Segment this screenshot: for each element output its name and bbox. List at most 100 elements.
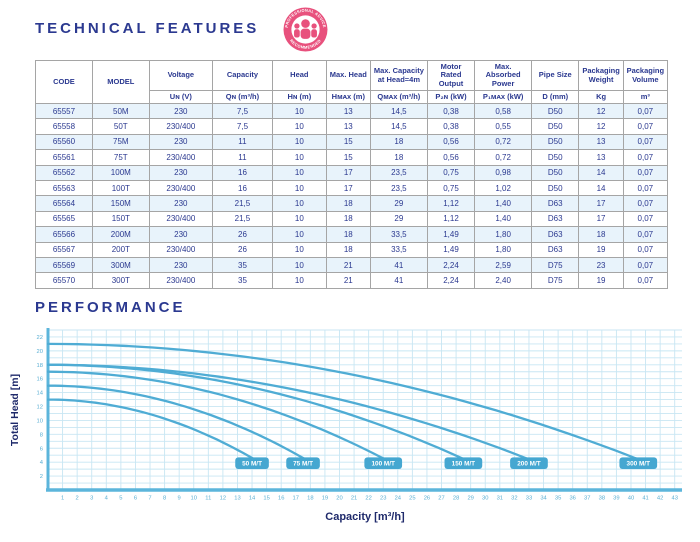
table-cell: 11 (211, 149, 273, 166)
table-cell: 10 (271, 256, 327, 274)
table-row: 65558 50T 230/400 7,5 10 13 14,5 0,38 0,55 D50 12 0… (35, 118, 669, 135)
pump-curve-75-m/t (46, 384, 312, 464)
unit-pipe-size: D (mm) (531, 90, 580, 104)
unit-voltage: Uɴ (V) (148, 90, 213, 104)
table-cell: D50 (531, 149, 580, 166)
table-cell: 0,38 (426, 118, 476, 135)
table-cell: 0,07 (622, 210, 669, 228)
curve-label-text: 150 M/T (452, 461, 476, 468)
svg-text:4: 4 (40, 460, 44, 466)
table-cell: 65567 (35, 241, 93, 258)
svg-text:23: 23 (380, 496, 386, 502)
table-cell: 1,02 (474, 179, 533, 197)
table-cell: 65561 (35, 149, 93, 166)
table-cell: 0,75 (426, 179, 476, 197)
col-header-code: CODE (35, 60, 93, 104)
svg-text:39: 39 (613, 496, 619, 502)
table-cell: 50M (91, 102, 150, 120)
col-header-max-capacity: Max. Capacity at Head=4m (369, 60, 428, 91)
table-cell: 19 (578, 272, 624, 289)
svg-text:8: 8 (40, 432, 43, 438)
col-header-voltage: Voltage (148, 60, 213, 91)
table-cell: 0,07 (622, 256, 669, 274)
table-cell: 7,5 (211, 102, 273, 120)
svg-text:14: 14 (37, 391, 44, 397)
table-cell: 0,56 (426, 149, 476, 166)
svg-text:33: 33 (526, 496, 532, 502)
table-cell: 65569 (35, 256, 93, 274)
svg-text:22: 22 (37, 335, 43, 341)
table-cell: D50 (531, 164, 580, 181)
svg-text:35: 35 (555, 496, 561, 502)
table-cell: 65565 (35, 210, 93, 228)
table-cell: 230/400 (148, 118, 213, 135)
table-cell: 1,12 (426, 210, 476, 228)
table-cell: 150T (91, 210, 150, 228)
table-cell: 0,07 (622, 149, 669, 166)
table-cell: 41 (369, 272, 428, 289)
technical-features-table: CODE MODEL Voltage Capacity Head Max. He… (35, 60, 669, 289)
table-row: 65565 150T 230/400 21,5 10 18 29 1,12 1,40 D63 17 0… (35, 210, 669, 228)
table-cell: D50 (531, 118, 580, 135)
table-cell: 15 (325, 149, 371, 166)
table-cell: 0,72 (474, 133, 533, 151)
svg-text:7: 7 (148, 496, 151, 502)
table-cell: 2,24 (426, 256, 476, 274)
table-cell: 18 (325, 210, 371, 228)
svg-text:18: 18 (37, 363, 43, 369)
pump-curve-300-m/t (46, 342, 647, 464)
table-cell: 65564 (35, 195, 93, 212)
table-cell: 230 (148, 195, 213, 212)
table-cell: D63 (531, 195, 580, 212)
table-cell: 2,24 (426, 272, 476, 289)
table-cell: 1,49 (426, 226, 476, 243)
table-row: 65557 50M 230 7,5 10 13 14,5 0,38 0,58 D50 12 0,07 (35, 102, 669, 120)
table-cell: 33,5 (369, 241, 428, 258)
performance-chart: 1 2 3 4 5 6 7 8 9 10 11 12 13 14 15 16 17 18 19 20 21 22 23 24 2… (5, 322, 697, 540)
table-cell: 1,80 (474, 226, 533, 243)
table-cell: D50 (531, 102, 580, 120)
table-row: 65562 100M 230 16 10 17 23,5 0,75 0,98 D50 14 0,07 (35, 164, 669, 181)
pump-curve-200-m/t (46, 363, 538, 464)
table-cell: 35 (211, 272, 273, 289)
table-cell: 15 (325, 133, 371, 151)
table-cell: 7,5 (211, 118, 273, 135)
table-row: 65570 300T 230/400 35 10 21 41 2,24 2,40 D75 19 0,0… (35, 272, 669, 289)
svg-text:24: 24 (395, 496, 402, 502)
table-row: 65560 75M 230 11 10 15 18 0,56 0,72 D50 13 0,07 (35, 133, 669, 151)
table-cell: 10 (271, 102, 327, 120)
svg-text:16: 16 (37, 377, 43, 383)
table-cell: 18 (325, 226, 371, 243)
col-header-motor-output: Motor Rated Output (426, 60, 476, 91)
svg-text:30: 30 (482, 496, 488, 502)
col-header-pipe-size: Pipe Size (531, 60, 580, 91)
pump-curve-100-m/t (46, 370, 392, 464)
svg-text:26: 26 (424, 496, 430, 502)
svg-text:36: 36 (569, 496, 575, 502)
svg-text:14: 14 (249, 496, 256, 502)
table-cell: 26 (211, 226, 273, 243)
svg-text:9: 9 (178, 496, 181, 502)
svg-text:15: 15 (263, 496, 269, 502)
svg-text:10: 10 (37, 418, 43, 424)
table-cell: 200T (91, 241, 150, 258)
table-cell: 300T (91, 272, 150, 289)
table-cell: 29 (369, 195, 428, 212)
curve-label-text: 75 M/T (293, 461, 313, 468)
table-cell: 18 (369, 133, 428, 151)
axis-tick-labels: 1 2 3 4 5 6 7 8 9 10 11 12 13 14 15 16 17 18 19 20 21 22 23 24 2… (37, 335, 678, 502)
svg-text:22: 22 (365, 496, 371, 502)
table-row: 65564 150M 230 21,5 10 18 29 1,12 1,40 D63 17 0,07 (35, 195, 669, 212)
col-header-packaging-weight: Packaging Weight (578, 60, 624, 91)
table-cell: D63 (531, 241, 580, 258)
table-cell: 0,98 (474, 164, 533, 181)
table-cell: 100T (91, 179, 150, 197)
table-cell: 230 (148, 226, 213, 243)
col-header-max-head: Max. Head (325, 60, 371, 91)
table-cell: 17 (325, 179, 371, 197)
table-cell: 230 (148, 256, 213, 274)
table-cell: 10 (271, 133, 327, 151)
table-cell: D63 (531, 226, 580, 243)
table-cell: 230/400 (148, 149, 213, 166)
table-cell: 21 (325, 256, 371, 274)
